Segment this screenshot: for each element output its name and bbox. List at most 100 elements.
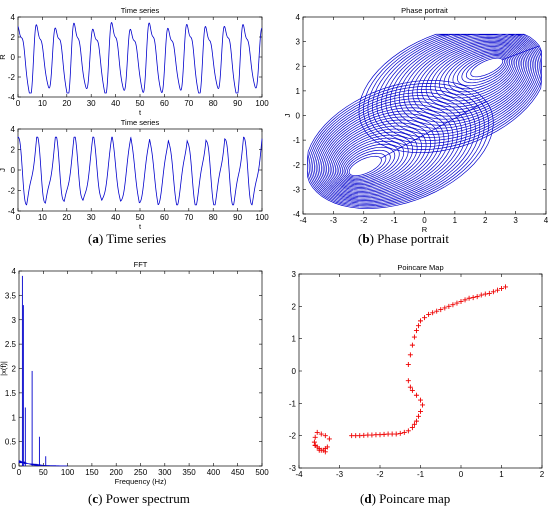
phase-xtick-label: 3 bbox=[513, 216, 518, 225]
ts_r-xtick-label: 70 bbox=[184, 99, 193, 108]
poincare-ytick-label: -2 bbox=[289, 432, 297, 441]
phase-xtick-label: -4 bbox=[299, 216, 307, 225]
ts_r-xtick-label: 10 bbox=[38, 99, 47, 108]
poincare-point bbox=[316, 447, 322, 453]
ts_r-xlabel: t bbox=[139, 108, 142, 117]
poincare-point bbox=[490, 289, 496, 295]
phase-ytick-label: -4 bbox=[293, 210, 301, 219]
poincare-point bbox=[413, 392, 419, 398]
poincare-ytick-label: -1 bbox=[289, 399, 297, 408]
poincare-point bbox=[458, 298, 464, 304]
poincare-xtick-label: -1 bbox=[417, 470, 425, 479]
poincare-point bbox=[422, 315, 428, 321]
fft-xlabel: Frequency (Hz) bbox=[115, 477, 167, 486]
ts_j-xtick-label: 30 bbox=[87, 213, 96, 222]
fft-ytick-label: 2 bbox=[12, 365, 17, 374]
poincare-point bbox=[312, 442, 318, 448]
fft-ytick-label: 1 bbox=[12, 413, 17, 422]
phase-ytick-label: 0 bbox=[296, 112, 301, 121]
phase-xtick-label: -2 bbox=[360, 216, 368, 225]
poincare-point bbox=[411, 421, 417, 427]
poincare-point bbox=[418, 408, 423, 414]
poincare-point bbox=[454, 300, 460, 306]
phase-xtick-label: -1 bbox=[391, 216, 399, 225]
ts-j-series-line bbox=[17, 136, 263, 206]
ts_j-xtick-label: 50 bbox=[136, 213, 145, 222]
poincare-point bbox=[407, 352, 413, 358]
fft-ytick-label: 3 bbox=[12, 316, 17, 325]
phase-ytick-label: 1 bbox=[296, 87, 301, 96]
ts_r-xtick-label: 30 bbox=[87, 99, 96, 108]
ts_r-xtick-label: 40 bbox=[111, 99, 120, 108]
poincare-point bbox=[438, 307, 444, 313]
poincare-point bbox=[499, 286, 504, 292]
poincare-point bbox=[450, 302, 456, 308]
poincare-point bbox=[413, 328, 419, 334]
poincare-point bbox=[349, 433, 355, 439]
poincare-point bbox=[434, 308, 440, 314]
poincare-point bbox=[418, 318, 423, 324]
phase-ylabel: J bbox=[283, 113, 292, 117]
fft-noise-line bbox=[18, 460, 68, 467]
poincare-point bbox=[411, 334, 417, 340]
fft-title: FFT bbox=[134, 260, 148, 269]
poincare-ytick-label: -3 bbox=[289, 464, 297, 473]
ts_j-ytick-label: 2 bbox=[11, 146, 16, 155]
poincare-xtick-label: 1 bbox=[499, 470, 504, 479]
fft-xtick-label: 400 bbox=[207, 468, 221, 477]
phase-ytick-label: -3 bbox=[293, 185, 301, 194]
poincare-point bbox=[446, 303, 452, 309]
phase-ytick-label: 2 bbox=[296, 62, 301, 71]
ts_j-xlabel: t bbox=[139, 222, 142, 231]
ts_j-ytick-label: -4 bbox=[8, 207, 16, 216]
caption-d: (d) Poincare map bbox=[360, 491, 450, 506]
fft-ytick-label: 4 bbox=[12, 267, 17, 276]
ts_r-xtick-label: 80 bbox=[209, 99, 218, 108]
fft-ytick-label: 3.5 bbox=[5, 291, 17, 300]
ts_j-xtick-label: 80 bbox=[209, 213, 218, 222]
phase-attractor-lobe bbox=[358, 33, 542, 154]
ts_j-xtick-label: 40 bbox=[111, 213, 120, 222]
poincare-point bbox=[324, 444, 330, 450]
ts_j-ytick-label: 4 bbox=[11, 125, 16, 134]
ts_j-xtick-label: 10 bbox=[38, 213, 47, 222]
poincare-xtick-label: -4 bbox=[295, 470, 303, 479]
ts_r-xtick-label: 90 bbox=[233, 99, 242, 108]
fft-plot-area bbox=[18, 270, 263, 467]
poincare-point bbox=[442, 305, 448, 311]
phase-attractor-lobe bbox=[307, 79, 494, 209]
phase-ytick-label: 4 bbox=[296, 13, 301, 22]
fft-ytick-label: 0 bbox=[12, 462, 17, 471]
fft-xtick-label: 500 bbox=[255, 468, 269, 477]
poincare-point bbox=[311, 439, 317, 445]
poincare-ytick-label: 1 bbox=[292, 335, 297, 344]
poincare-point bbox=[478, 292, 484, 298]
ts_r-ytick-label: 0 bbox=[11, 53, 16, 62]
ts_r-xtick-label: 0 bbox=[16, 99, 21, 108]
poincare-point bbox=[494, 287, 500, 293]
poincare-point bbox=[405, 362, 411, 368]
poincare-point bbox=[405, 428, 411, 434]
poincare-point bbox=[418, 397, 423, 403]
fft-xtick-label: 450 bbox=[231, 468, 245, 477]
fft-ytick-label: 1.5 bbox=[5, 389, 17, 398]
phase-xtick-label: 4 bbox=[544, 216, 549, 225]
caption-c: (c) Power spectrum bbox=[88, 491, 190, 506]
phase-xtick-label: 0 bbox=[422, 216, 427, 225]
poincare-point bbox=[420, 402, 426, 408]
poincare-point bbox=[486, 290, 492, 296]
fft-xtick-label: 250 bbox=[134, 468, 148, 477]
ts_j-title: Time series bbox=[121, 118, 160, 127]
poincare-point bbox=[326, 436, 332, 442]
ts-r-series-line bbox=[17, 22, 263, 94]
ts_j-xtick-label: 90 bbox=[233, 213, 242, 222]
poincare-point bbox=[405, 378, 411, 384]
ts_j-ytick-label: -2 bbox=[8, 187, 16, 196]
fft-xtick-label: 200 bbox=[110, 468, 124, 477]
poincare-point bbox=[409, 342, 415, 348]
ts_j-xtick-label: 100 bbox=[255, 213, 269, 222]
poincare-point bbox=[318, 431, 324, 437]
ts_r-ytick-label: -4 bbox=[8, 93, 16, 102]
ts_r-ylabel: R bbox=[0, 54, 7, 60]
poincare-xtick-label: 2 bbox=[540, 470, 545, 479]
